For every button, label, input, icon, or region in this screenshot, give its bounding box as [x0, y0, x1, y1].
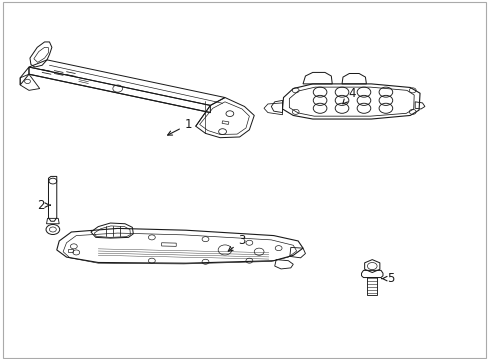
Text: 5: 5: [381, 272, 394, 285]
Text: 4: 4: [342, 87, 355, 104]
Text: 1: 1: [167, 118, 192, 135]
Text: 3: 3: [228, 234, 245, 251]
Text: 2: 2: [38, 199, 50, 212]
